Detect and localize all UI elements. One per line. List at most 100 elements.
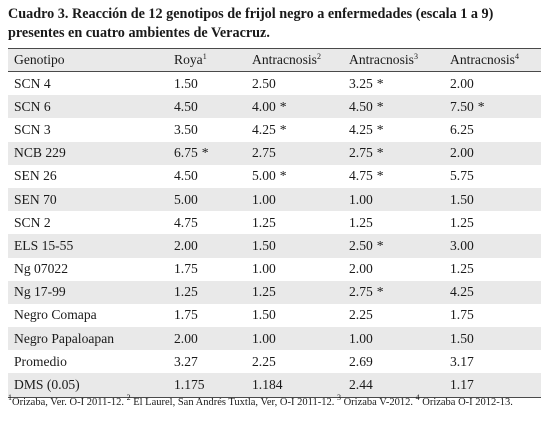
cell-antracnosis-4: 5.75 — [445, 168, 541, 184]
cell-value: 4.75 — [174, 214, 198, 230]
cell-value: SEN 70 — [14, 191, 57, 207]
cell-value: 2.00 — [450, 75, 474, 91]
cell-genotipo: SCN 2 — [8, 215, 166, 231]
cell-antracnosis-2: 4.25 * — [249, 122, 346, 138]
cell-value: Negro Papaloapan — [14, 330, 115, 346]
cell-antracnosis-3: 2.75 * — [346, 284, 445, 300]
cell-antracnosis-3: 2.00 — [346, 261, 445, 277]
cell-value: 1.50 — [252, 237, 276, 253]
cell-genotipo: SCN 6 — [8, 99, 166, 115]
cell-antracnosis-4: 1.50 — [445, 192, 541, 208]
cell-roya: 1.75 — [166, 261, 249, 277]
cell-value: 1.25 — [450, 214, 474, 230]
cell-antracnosis-4: 3.17 — [445, 354, 541, 370]
cell-antracnosis-4: 1.17 — [445, 377, 541, 393]
cell-antracnosis-2: 1.25 — [249, 284, 346, 300]
cell-antracnosis-2: 1.00 — [249, 261, 346, 277]
cell-antracnosis-4: 3.00 — [445, 238, 541, 254]
cell-antracnosis-2: 1.50 — [249, 238, 346, 254]
cell-value: 1.00 — [252, 330, 276, 346]
header-antracnosis-3: Antracnosis3 — [349, 52, 418, 67]
cell-antracnosis-2: 2.75 — [249, 145, 346, 161]
cell-antracnosis-2: 2.25 — [249, 354, 346, 370]
cell-antracnosis-4: 1.25 — [445, 215, 541, 231]
cell-value: 4.50 — [174, 168, 198, 184]
cell-roya: 1.25 — [166, 284, 249, 300]
significance-mark: * — [376, 75, 384, 91]
cell-value: 1.50 — [450, 330, 474, 346]
significance-mark: * — [376, 121, 384, 137]
cell-roya: 2.00 — [166, 238, 249, 254]
table-row: SCN 4 1.50 2.50 3.25 * 2.00 — [8, 72, 541, 95]
table-row: NCB 229 6.75 * 2.75 2.75 * 2.00 — [8, 141, 541, 165]
cell-antracnosis-4: 1.25 — [445, 261, 541, 277]
cell-value: Ng 17-99 — [14, 284, 66, 300]
cell-roya: 4.50 — [166, 168, 249, 184]
cell-genotipo: DMS (0.05) — [8, 377, 166, 393]
significance-mark: * — [477, 98, 485, 114]
cell-value: 1.17 — [450, 377, 474, 393]
table-row: SCN 2 4.75 1.25 1.25 1.25 — [8, 211, 541, 234]
cell-genotipo: Ng 17-99 — [8, 284, 166, 300]
cell-antracnosis-2: 4.00 * — [249, 99, 346, 115]
cell-value: 2.00 — [349, 261, 373, 277]
table-footnote: 1Orizaba, Ver. O-I 2011-12. 2 El Laurel,… — [8, 393, 513, 409]
significance-mark: * — [376, 237, 384, 253]
cell-value: 1.00 — [349, 191, 373, 207]
table-row: DMS (0.05) 1.175 1.184 2.44 1.17 — [8, 373, 541, 397]
cell-antracnosis-3: 2.44 — [346, 377, 445, 393]
cell-value: 4.00 — [252, 98, 276, 114]
table-bottom-rule — [8, 396, 541, 398]
significance-mark: * — [376, 98, 384, 114]
cell-roya: 1.175 — [166, 377, 249, 393]
cell-value: 1.25 — [450, 261, 474, 277]
cell-value: SCN 4 — [14, 75, 51, 91]
table-row: SEN 70 5.00 1.00 1.00 1.50 — [8, 187, 541, 212]
data-table: Genotipo Roya1 Antracnosis2 Antracnosis3… — [8, 48, 541, 398]
cell-value: 1.50 — [450, 191, 474, 207]
cell-antracnosis-3: 2.69 — [346, 354, 445, 370]
cell-antracnosis-4: 2.00 — [445, 76, 541, 92]
cell-antracnosis-4: 1.75 — [445, 307, 541, 323]
cell-antracnosis-4: 2.00 — [445, 145, 541, 161]
cell-antracnosis-4: 7.50 * — [445, 99, 541, 115]
cell-value: 1.00 — [252, 191, 276, 207]
cell-genotipo: Promedio — [8, 354, 166, 370]
cell-value: 1.75 — [174, 307, 198, 323]
cell-value: 4.50 — [349, 98, 373, 114]
table-body: SCN 4 1.50 2.50 3.25 * 2.00 SCN 6 4.50 4.00 * 4.50… — [8, 72, 541, 397]
cell-roya: 1.75 — [166, 307, 249, 323]
cell-antracnosis-3: 2.75 * — [346, 145, 445, 161]
header-genotipo: Genotipo — [14, 52, 65, 67]
cell-value: 1.50 — [252, 307, 276, 323]
cell-value: 1.50 — [174, 75, 198, 91]
cell-value: 1.175 — [174, 377, 205, 393]
cell-value: 6.25 — [450, 121, 474, 137]
cell-value: 3.00 — [450, 237, 474, 253]
cell-value: 4.50 — [174, 98, 198, 114]
cell-antracnosis-3: 1.25 — [346, 215, 445, 231]
cell-antracnosis-3: 2.25 — [346, 307, 445, 323]
significance-mark: * — [376, 145, 384, 161]
cell-genotipo: SEN 26 — [8, 168, 166, 184]
table-row: Ng 17-99 1.25 1.25 2.75 * 4.25 — [8, 280, 541, 304]
cell-value: 5.00 — [252, 168, 276, 184]
cell-value: 6.75 — [174, 145, 198, 161]
cell-antracnosis-4: 1.50 — [445, 331, 541, 347]
cell-value: 1.25 — [174, 284, 198, 300]
cell-value: 2.25 — [252, 353, 276, 369]
cell-value: 2.44 — [349, 377, 373, 393]
cell-value: DMS (0.05) — [14, 377, 80, 393]
significance-mark: * — [279, 98, 287, 114]
cell-antracnosis-3: 4.50 * — [346, 99, 445, 115]
cell-value: 1.25 — [349, 214, 373, 230]
cell-genotipo: Negro Papaloapan — [8, 331, 166, 347]
cell-value: 4.75 — [349, 168, 373, 184]
cell-genotipo: SCN 4 — [8, 76, 166, 92]
cell-roya: 6.75 * — [166, 145, 249, 161]
table-row: Ng 07022 1.75 1.00 2.00 1.25 — [8, 258, 541, 281]
cell-antracnosis-2: 1.00 — [249, 331, 346, 347]
cell-value: 2.50 — [252, 75, 276, 91]
header-antracnosis-4: Antracnosis4 — [450, 52, 519, 67]
header-antracnosis-2: Antracnosis2 — [252, 52, 321, 67]
